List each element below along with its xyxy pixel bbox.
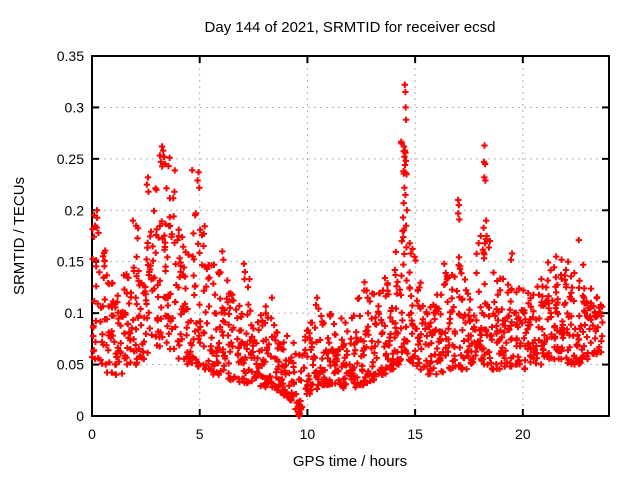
x-tick-label: 20 [515, 426, 531, 442]
chart-title: Day 144 of 2021, SRMTID for receiver ecs… [205, 19, 496, 36]
y-tick-label: 0.35 [57, 48, 84, 64]
y-tick-label: 0.15 [57, 254, 84, 270]
x-axis-label: GPS time / hours [293, 453, 407, 470]
x-tick-label: 10 [300, 426, 316, 442]
y-tick-label: 0.05 [57, 357, 84, 373]
y-tick-label: 0.2 [65, 202, 85, 218]
x-tick-label: 15 [407, 426, 423, 442]
y-tick-label: 0 [76, 408, 84, 424]
data-points [88, 81, 606, 420]
y-tick-label: 0.1 [65, 305, 85, 321]
y-tick-label: 0.25 [57, 151, 84, 167]
tick-labels: 0 5 10 15 20 0 0.05 0.1 0.15 0.2 0.25 0.3 0.35 [57, 48, 531, 442]
y-axis-label: SRMTID / TECUs [11, 177, 28, 295]
x-tick-label: 5 [196, 426, 204, 442]
y-tick-label: 0.3 [65, 99, 85, 115]
x-tick-label: 0 [88, 426, 96, 442]
